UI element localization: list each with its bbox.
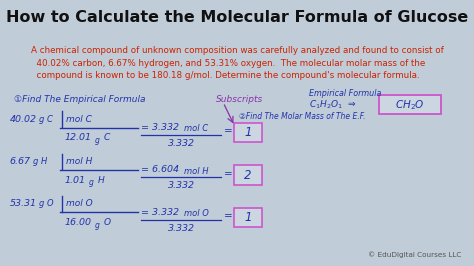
Text: =: =	[224, 211, 233, 221]
Text: = 3.332: = 3.332	[141, 208, 179, 217]
Text: H: H	[98, 176, 105, 185]
Text: O: O	[104, 218, 111, 227]
Text: g: g	[89, 178, 94, 187]
Text: 1: 1	[245, 126, 252, 139]
Text: mol H: mol H	[66, 157, 92, 166]
Text: g H: g H	[34, 157, 48, 166]
Text: =: =	[224, 169, 233, 179]
Text: mol H: mol H	[184, 167, 208, 176]
Text: mol C: mol C	[66, 115, 91, 124]
Text: =: =	[224, 127, 233, 136]
Text: 6.67: 6.67	[9, 157, 30, 166]
Text: g O: g O	[39, 200, 54, 209]
Text: A chemical compound of unknown composition was carefully analyzed and found to c: A chemical compound of unknown compositi…	[31, 47, 443, 80]
Text: 1.01: 1.01	[65, 176, 86, 185]
Text: 2: 2	[245, 169, 252, 182]
Text: 12.01: 12.01	[65, 133, 92, 142]
Text: = 3.332: = 3.332	[141, 123, 179, 132]
Text: Subscripts: Subscripts	[216, 95, 264, 104]
FancyBboxPatch shape	[234, 123, 262, 142]
FancyBboxPatch shape	[234, 165, 262, 185]
Text: mol O: mol O	[184, 209, 209, 218]
Text: 16.00: 16.00	[65, 218, 92, 227]
Text: 40.02: 40.02	[9, 115, 36, 124]
Text: g: g	[94, 136, 100, 145]
Text: 3.332: 3.332	[168, 139, 195, 148]
Text: How to Calculate the Molecular Formula of Glucose: How to Calculate the Molecular Formula o…	[6, 10, 468, 25]
Text: 3.332: 3.332	[168, 181, 195, 190]
Text: = 6.604: = 6.604	[141, 165, 179, 174]
Text: 3.332: 3.332	[168, 224, 195, 233]
Text: mol C: mol C	[184, 124, 208, 133]
Text: $C_1H_2O_1$  ⇒: $C_1H_2O_1$ ⇒	[309, 99, 360, 111]
Text: ②Find The Molar Mass of The E.F.: ②Find The Molar Mass of The E.F.	[239, 113, 366, 122]
Text: g: g	[94, 221, 100, 230]
FancyBboxPatch shape	[380, 95, 441, 114]
Text: ①Find The Empirical Formula: ①Find The Empirical Formula	[14, 95, 146, 104]
Text: 1: 1	[245, 211, 252, 224]
Text: Empirical Formula: Empirical Formula	[309, 89, 381, 98]
FancyBboxPatch shape	[234, 208, 262, 227]
Text: mol O: mol O	[66, 200, 92, 209]
Text: g C: g C	[39, 115, 53, 124]
Text: C: C	[104, 133, 110, 142]
Text: $CH_2O$: $CH_2O$	[395, 98, 425, 112]
Text: 53.31: 53.31	[9, 200, 36, 209]
Text: © EduDigital Courses LLC: © EduDigital Courses LLC	[368, 251, 461, 258]
